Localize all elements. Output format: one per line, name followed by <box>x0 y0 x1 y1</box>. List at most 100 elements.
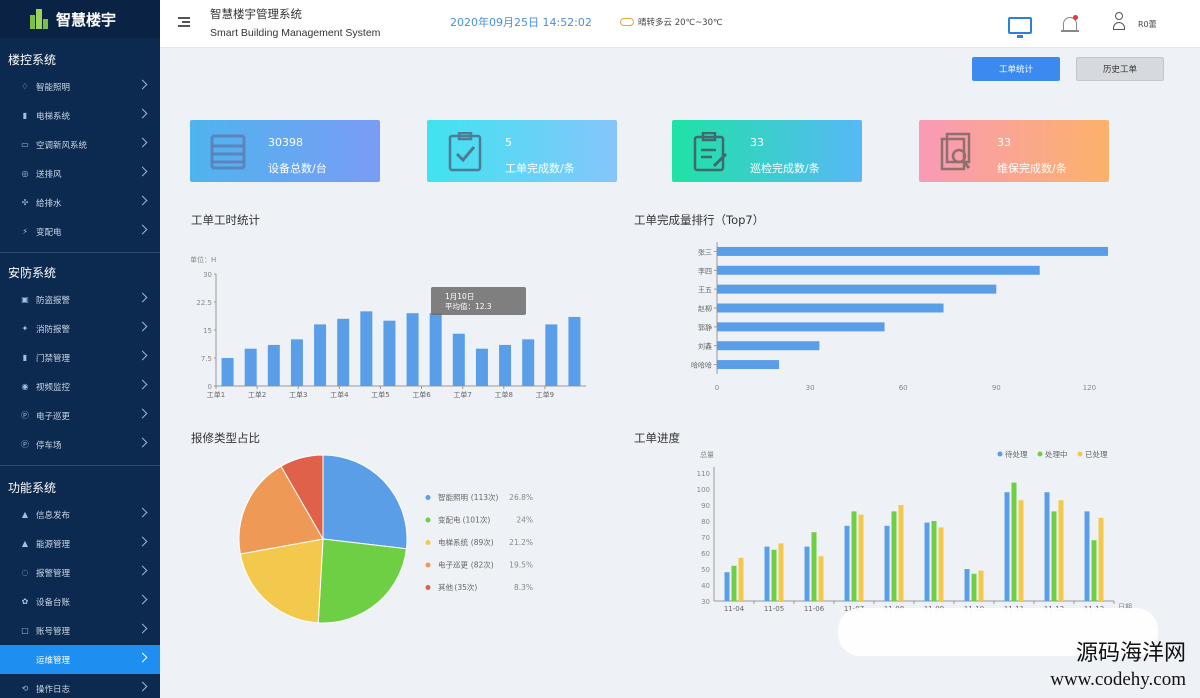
notification-bell-icon[interactable] <box>1061 15 1079 35</box>
bar <box>545 324 558 386</box>
legend-marker <box>1077 451 1083 457</box>
bar <box>771 549 777 601</box>
sidebar-item[interactable]: ⚡ 变配电 <box>0 217 160 246</box>
monitor-icon[interactable] <box>1008 17 1032 38</box>
sidebar-item[interactable]: ▮ 门禁管理 <box>0 343 160 372</box>
x-tick-label: 11-06 <box>804 605 825 613</box>
water-icon: ✣ <box>21 198 29 207</box>
chevron-right-icon <box>137 536 148 547</box>
y-tick-label: 100 <box>697 486 710 494</box>
sidebar: 智慧楼宇 楼控系统 ♢ 智能照明 ▮ 电梯系统 ▭ 空调新风系统 ◎ 送排风 ✣ 给排水 ⚡ 变配电 安防… <box>0 0 160 698</box>
bar <box>738 557 744 601</box>
bar <box>360 311 373 386</box>
power-icon: ⚡ <box>22 227 28 236</box>
sidebar-item[interactable]: ▣ 防盗报警 <box>0 285 160 314</box>
system-subtitle: Smart Building Management System <box>210 27 381 39</box>
bar <box>1058 500 1064 601</box>
watermark-line2: www.codehy.com <box>1050 669 1186 690</box>
bar <box>938 527 944 601</box>
legend-label: 处理中 <box>1045 449 1068 459</box>
legend-marker <box>425 585 431 590</box>
sidebar-item[interactable]: ◌ 报警管理 <box>0 558 160 587</box>
chevron-right-icon <box>137 379 148 390</box>
sidebar-item[interactable]: ▲ 信息发布 <box>0 500 160 529</box>
work-order-stat-button[interactable]: 工单统计 <box>972 57 1060 81</box>
sidebar-item-label: 信息发布 <box>36 510 71 521</box>
sidebar-item-label: 送排风 <box>36 169 62 180</box>
bar <box>267 344 280 386</box>
bar <box>406 313 419 386</box>
bar <box>568 316 581 386</box>
sidebar-item-label: 电子巡更 <box>36 411 71 422</box>
chevron-right-icon <box>137 137 148 148</box>
user-avatar-icon[interactable] <box>1112 12 1126 32</box>
patrol-icon: Ⓟ <box>21 411 29 420</box>
group-separator <box>0 252 160 253</box>
hours-bar-chart[interactable]: 单位：H 0 7.5 15 22.5 30 工单1 工单2 工单3 工单4 工单5 工单6 工单7 工单8… <box>190 250 600 410</box>
sidebar-item[interactable]: ✿ 设备台账 <box>0 587 160 616</box>
weather-widget: 晴转多云 20℃~30℃ <box>620 16 723 28</box>
sidebar-item[interactable]: ▢ 账号管理 <box>0 616 160 645</box>
user-name[interactable]: R0蕾 <box>1138 20 1157 29</box>
stat-card-maintenance: 33 维保完成数/条 <box>919 120 1109 182</box>
x-tick-label: 工单2 <box>248 390 266 399</box>
sidebar-item[interactable]: ◎ 送排风 <box>0 159 160 188</box>
sidebar-item-label: 设备台账 <box>36 597 71 608</box>
sidebar-item-label: 变配电 <box>36 227 62 238</box>
sidebar-item[interactable]: ✣ 给排水 <box>0 188 160 217</box>
log-icon: ⟲ <box>21 684 29 693</box>
ranking-chart-title: 工单完成量排行（Top7） <box>634 213 765 227</box>
bar <box>717 246 1108 256</box>
sidebar-item[interactable]: ▮ 电梯系统 <box>0 101 160 130</box>
device-total-label: 设备总数/台 <box>268 162 327 175</box>
y-category-label: 赵柳 <box>698 304 712 313</box>
x-tick-label: 11-05 <box>764 605 784 613</box>
y-tick-label: 80 <box>701 518 710 526</box>
sidebar-item[interactable]: ⟲ 操作日志 <box>0 674 160 698</box>
bar <box>383 320 396 386</box>
y-tick-label: 15 <box>203 327 212 335</box>
y-category-label: 张三 <box>698 247 712 256</box>
inspection-done-label: 巡检完成数/条 <box>750 162 820 175</box>
sidebar-item[interactable]: ♢ 智能照明 <box>0 72 160 101</box>
info-icon: ▲ <box>21 510 29 519</box>
progress-chart-title: 工单进度 <box>634 431 680 445</box>
legend-percent: 21.2% <box>509 538 533 547</box>
door-icon: ▮ <box>22 353 28 362</box>
x-tick-label: 90 <box>992 384 1001 392</box>
bar <box>891 511 897 601</box>
y-axis-unit: 单位：H <box>190 255 216 264</box>
x-tick-label: 工单7 <box>453 390 471 399</box>
group-separator <box>0 465 160 466</box>
sidebar-item[interactable]: 运维管理 <box>0 645 160 674</box>
bar <box>499 344 512 386</box>
bar <box>898 505 904 601</box>
bar <box>858 514 864 601</box>
legend-count: (82次) <box>471 560 494 570</box>
parking-icon: Ⓟ <box>21 440 29 449</box>
x-tick-label: 工单3 <box>289 390 307 399</box>
sidebar-item[interactable]: ◉ 视频监控 <box>0 372 160 401</box>
app-logo[interactable]: 智慧楼宇 <box>0 0 160 38</box>
chevron-right-icon <box>137 292 148 303</box>
menu-toggle-icon[interactable] <box>178 17 190 27</box>
repair-pie-chart[interactable]: 智能照明 (113次) 26.8% 变配电 (101次) 24% 电梯系统 (89次) 21.2… <box>230 450 590 630</box>
notification-dot <box>1073 15 1078 20</box>
stat-card-inspection: 33 巡检完成数/条 <box>672 120 862 182</box>
legend-label: 待处理 <box>1005 449 1028 459</box>
sidebar-item[interactable]: Ⓟ 停车场 <box>0 430 160 459</box>
chevron-right-icon <box>137 350 148 361</box>
y-tick-label: 40 <box>701 582 710 590</box>
history-order-button[interactable]: 历史工单 <box>1076 57 1164 81</box>
bar <box>924 522 930 601</box>
progress-bar-chart[interactable]: 总量3040506070809010011011-0411-0511-0611-… <box>690 445 1140 620</box>
bar <box>314 324 327 386</box>
sidebar-item[interactable]: ✦ 消防报警 <box>0 314 160 343</box>
sidebar-item[interactable]: ▭ 空调新风系统 <box>0 130 160 159</box>
chevron-right-icon <box>137 408 148 419</box>
sidebar-item[interactable]: ▲ 能源管理 <box>0 529 160 558</box>
y-category-label: 李四 <box>698 266 712 275</box>
sidebar-item[interactable]: Ⓟ 电子巡更 <box>0 401 160 430</box>
legend-marker <box>425 540 431 545</box>
